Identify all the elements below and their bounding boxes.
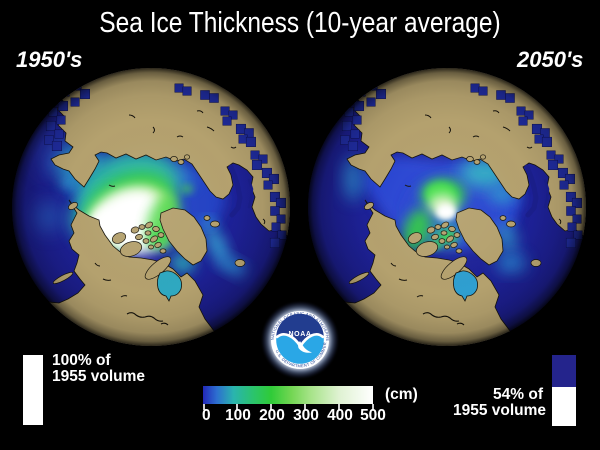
svg-text:NOAA: NOAA bbox=[288, 331, 311, 338]
